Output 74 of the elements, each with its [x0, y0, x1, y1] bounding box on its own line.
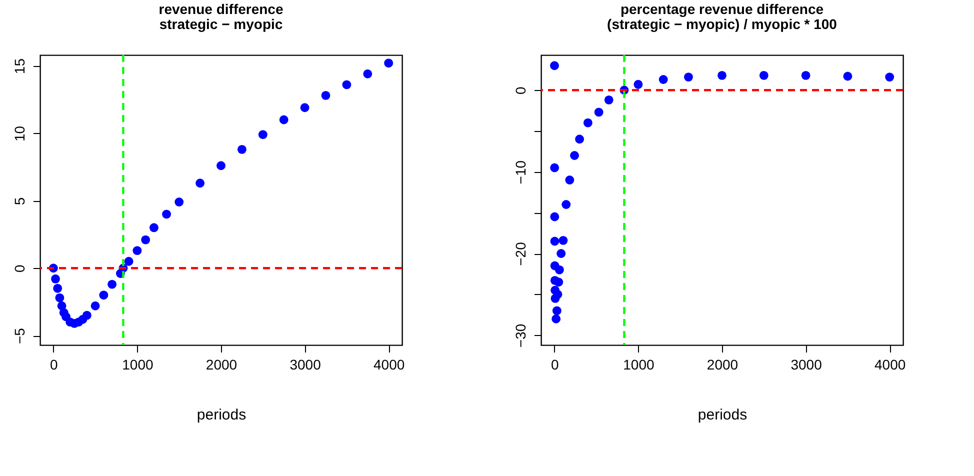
point [300, 103, 310, 112]
point [885, 72, 894, 82]
y-tick-label: −5 [12, 328, 28, 344]
point [124, 256, 134, 266]
chart-title: revenue difference [158, 0, 284, 17]
point [718, 70, 726, 80]
point [558, 236, 568, 245]
point [82, 310, 92, 320]
x-tick-label: 2000 [706, 356, 738, 372]
x-axis-title: periods [196, 406, 246, 424]
y-tick-label: −30 [512, 324, 528, 348]
point [565, 176, 574, 184]
point [553, 290, 562, 299]
chart-title: percentage revenue difference [620, 0, 824, 17]
point [550, 236, 560, 246]
point [90, 301, 100, 310]
point [552, 306, 562, 316]
x-tick-label: 0 [50, 356, 58, 372]
point [321, 91, 330, 100]
point [384, 58, 394, 68]
y-tick-label: 10 [12, 126, 28, 142]
point [216, 161, 226, 170]
point [801, 70, 810, 80]
point [550, 163, 560, 172]
point [162, 210, 172, 219]
point [550, 61, 559, 70]
y-tick-label: −10 [512, 160, 528, 184]
y-tick-label: 0 [12, 264, 28, 273]
y-tick-label: 15 [12, 58, 28, 74]
point [552, 314, 561, 324]
x-tick-label: 3000 [790, 356, 822, 372]
point [51, 274, 60, 284]
point [594, 108, 604, 117]
point [575, 134, 584, 144]
y-tick-label: −20 [512, 242, 528, 266]
point [237, 144, 246, 154]
point [55, 293, 64, 302]
chart-subtitle: strategic − myopic [159, 16, 283, 32]
x-tick-label: 1000 [623, 356, 654, 372]
point [583, 118, 592, 128]
point [658, 75, 668, 84]
point [634, 80, 643, 89]
point [279, 115, 288, 124]
point [604, 95, 614, 104]
y-tick-label: 0 [512, 86, 528, 95]
point [843, 72, 852, 81]
chart-subtitle: (strategic − myopic) / myopic * 100 [607, 16, 838, 32]
x-tick-label: 2000 [206, 356, 238, 372]
point [342, 80, 352, 90]
point [196, 178, 205, 188]
point [554, 278, 564, 287]
point [53, 284, 62, 293]
point [550, 212, 560, 222]
point [554, 265, 564, 274]
point [132, 246, 142, 256]
point [570, 151, 579, 160]
point [562, 200, 571, 209]
point [556, 249, 566, 258]
point [258, 130, 268, 140]
x-tick-label: 3000 [290, 356, 322, 372]
point [99, 290, 108, 300]
point [684, 72, 693, 82]
x-tick-label: 0 [551, 356, 560, 372]
point [759, 70, 768, 80]
x-tick-label: 1000 [122, 356, 154, 372]
x-tick-label: 4000 [874, 356, 906, 372]
point [363, 69, 372, 78]
x-tick-label: 4000 [374, 356, 405, 372]
point [174, 198, 184, 206]
point [149, 223, 158, 232]
point [108, 280, 117, 289]
point [141, 235, 150, 244]
x-axis-title: periods [698, 406, 748, 424]
y-tick-label: 5 [12, 197, 28, 206]
